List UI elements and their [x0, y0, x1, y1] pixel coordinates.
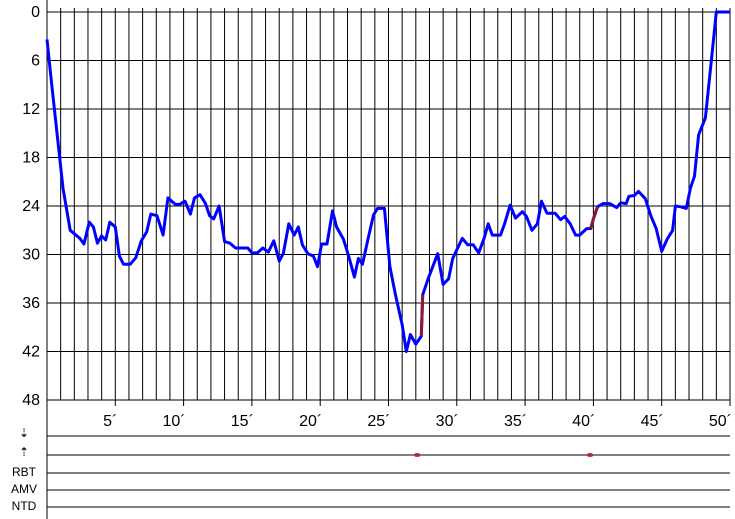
x-tick-label: 50´ — [709, 413, 732, 430]
y-tick-label: 48 — [22, 392, 40, 409]
x-tick-label: 25´ — [367, 413, 390, 430]
y-tick-label: 0 — [31, 4, 40, 21]
y-tick-label: 6 — [31, 53, 40, 70]
x-tick-label: 15´ — [231, 413, 254, 430]
y-tick-label: 12 — [22, 101, 40, 118]
event-row-label: ⇡ — [19, 445, 29, 459]
event-marker — [413, 453, 421, 457]
y-tick-label: 18 — [22, 150, 40, 167]
event-marker — [586, 453, 594, 457]
y-tick-label: 36 — [22, 295, 40, 312]
event-row-label: RBT — [12, 465, 37, 479]
depth-line — [45, 10, 730, 353]
event-row-label: ⇣ — [19, 426, 29, 440]
x-tick-label: 5´ — [103, 413, 117, 430]
event-row-label: NTD — [12, 499, 37, 513]
y-tick-label: 30 — [22, 247, 40, 264]
depth-line — [419, 206, 599, 337]
x-tick-label: 35´ — [504, 413, 527, 430]
x-tick-label: 45´ — [641, 413, 664, 430]
event-row-label: AMV — [11, 482, 37, 496]
y-tick-label: 24 — [22, 198, 40, 215]
x-tick-label: 20´ — [299, 413, 322, 430]
x-tick-label: 10´ — [162, 413, 185, 430]
x-tick-label: 30´ — [436, 413, 459, 430]
y-tick-label: 42 — [22, 344, 40, 361]
x-tick-label: 40´ — [572, 413, 595, 430]
